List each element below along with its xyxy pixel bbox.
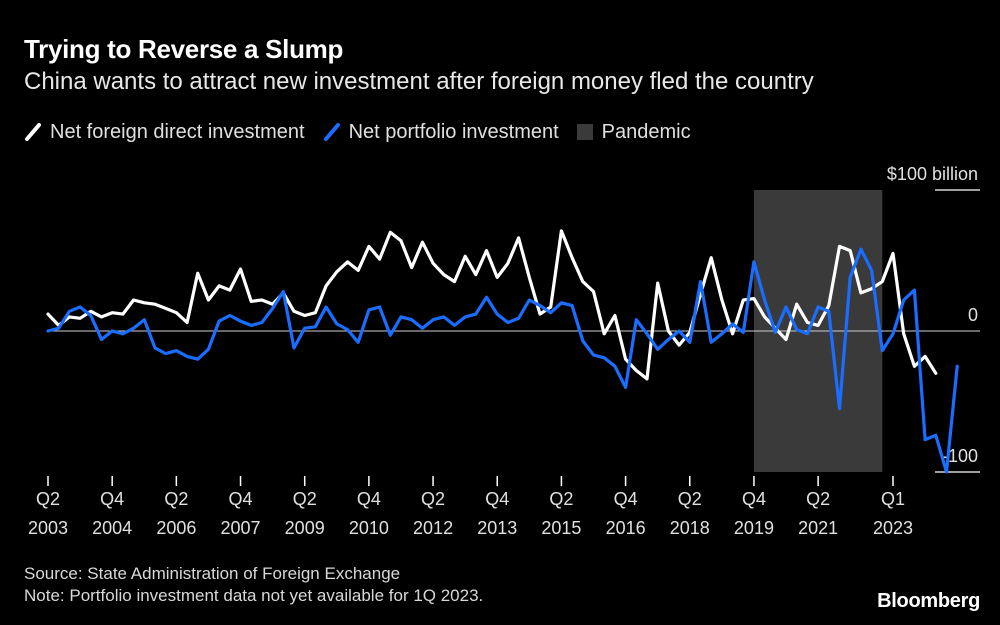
x-tick-label-quarter: Q4 <box>485 489 509 509</box>
x-tick-label-year: 2006 <box>156 518 196 538</box>
legend-portfolio-swatch-icon <box>323 123 340 141</box>
x-tick-label-quarter: Q4 <box>742 489 766 509</box>
x-tick-label-quarter: Q2 <box>678 489 702 509</box>
legend-portfolio-label: Net portfolio investment <box>348 120 559 143</box>
x-tick-label-quarter: Q2 <box>36 489 60 509</box>
x-tick-label-quarter: Q2 <box>293 489 317 509</box>
x-tick-label-year: 2010 <box>349 518 389 538</box>
legend-item-fdi: Net foreign direct investment <box>24 121 305 144</box>
bloomberg-logo: Bloomberg <box>877 590 980 612</box>
source-note: Source: State Administration of Foreign … <box>24 564 401 583</box>
legend-pandemic-label: Pandemic <box>601 120 691 143</box>
x-tick-label-year: 2007 <box>221 518 261 538</box>
x-tick-label-year: 2013 <box>477 518 517 538</box>
data-note: Note: Portfolio investment data not yet … <box>24 586 484 605</box>
x-tick-label-quarter: Q4 <box>614 489 638 509</box>
x-tick-label-year: 2003 <box>28 518 68 538</box>
y-tick-label: 0 <box>968 305 978 325</box>
legend: Net foreign direct investment Net portfo… <box>24 119 709 145</box>
x-tick-label-year: 2023 <box>873 518 913 538</box>
x-tick-label-quarter: Q4 <box>357 489 381 509</box>
chart-title: Trying to Reverse a Slump <box>24 34 344 64</box>
legend-pandemic-swatch-icon <box>576 124 593 140</box>
series-line-fdi <box>46 229 938 381</box>
legend-item-portfolio: Net portfolio investment <box>323 121 559 144</box>
x-tick-label-quarter: Q2 <box>806 489 830 509</box>
x-tick-label-year: 2004 <box>92 518 132 538</box>
x-tick-label-year: 2016 <box>606 518 646 538</box>
x-tick-label-quarter: Q4 <box>229 489 253 509</box>
x-tick-label-year: 2012 <box>413 518 453 538</box>
x-tick-label-year: 2019 <box>734 518 774 538</box>
legend-fdi-swatch-icon <box>25 123 41 141</box>
x-tick-label-year: 2015 <box>541 518 581 538</box>
chart-subtitle: China wants to attract new investment af… <box>24 68 814 95</box>
chart-footer: Source: State Administration of Foreign … <box>24 563 483 607</box>
x-tick-label-quarter: Q2 <box>549 489 573 509</box>
y-tick-label: -100 <box>942 446 978 466</box>
legend-item-pandemic: Pandemic <box>576 120 691 144</box>
x-tick-label-year: 2009 <box>285 518 325 538</box>
x-tick-label-quarter: Q2 <box>164 489 188 509</box>
x-tick-label-year: 2021 <box>798 518 838 538</box>
y-tick-label: $100 billion <box>887 164 978 184</box>
x-tick-label-quarter: Q2 <box>421 489 445 509</box>
legend-fdi-label: Net foreign direct investment <box>50 120 305 143</box>
x-tick-label-quarter: Q1 <box>881 489 905 509</box>
series-line-portfolio <box>46 247 959 474</box>
x-tick-label-quarter: Q4 <box>100 489 124 509</box>
x-tick-label-year: 2018 <box>670 518 710 538</box>
